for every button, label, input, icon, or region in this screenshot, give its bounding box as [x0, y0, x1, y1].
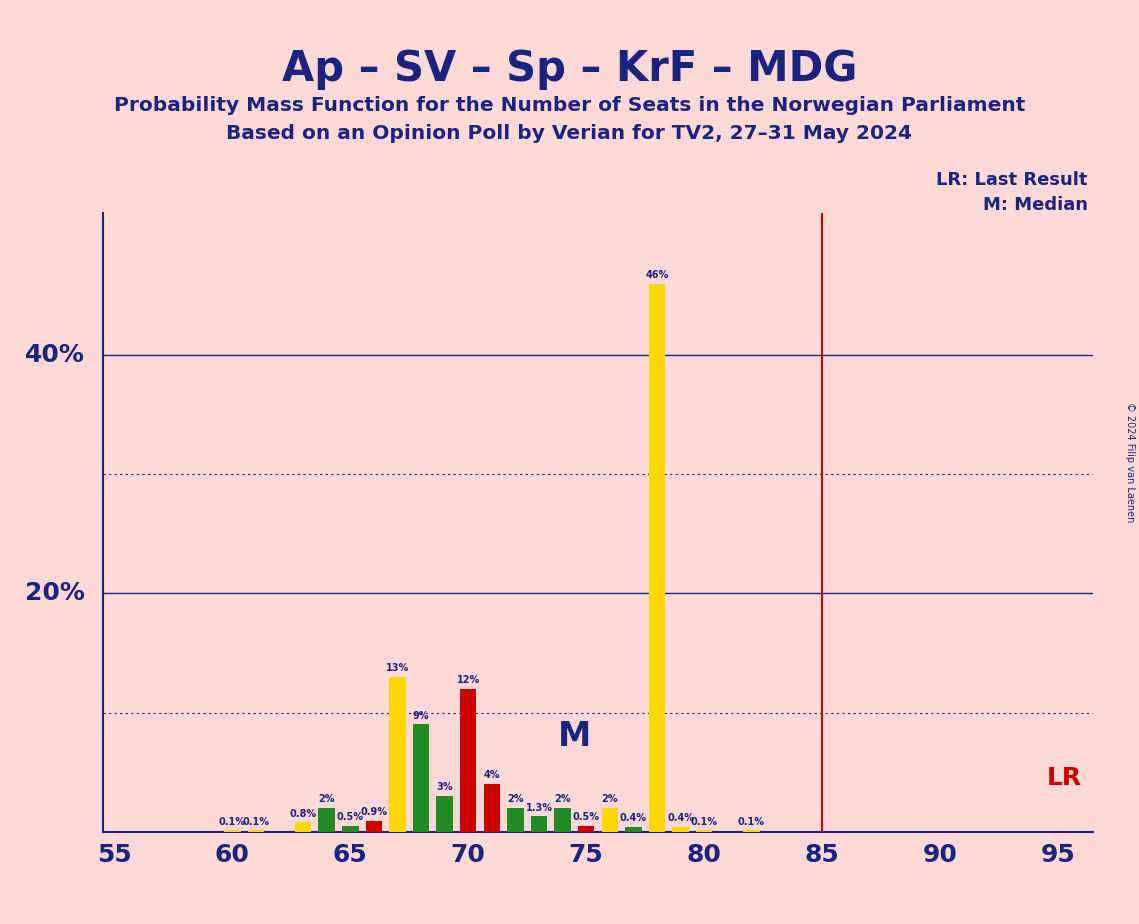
Bar — [649, 284, 665, 832]
Text: 2%: 2% — [507, 795, 524, 804]
Bar — [319, 808, 335, 832]
Text: 0.1%: 0.1% — [738, 817, 764, 827]
Text: 2%: 2% — [601, 795, 618, 804]
Text: M: M — [558, 720, 591, 753]
Text: 0.5%: 0.5% — [337, 812, 363, 822]
Bar — [601, 808, 618, 832]
Text: 12%: 12% — [457, 675, 480, 686]
Text: 0.4%: 0.4% — [667, 813, 694, 823]
Bar — [625, 827, 641, 832]
Text: 3%: 3% — [436, 783, 453, 792]
Text: 2%: 2% — [319, 795, 335, 804]
Bar — [743, 831, 760, 832]
Bar — [366, 821, 382, 832]
Text: 0.1%: 0.1% — [219, 817, 246, 827]
Bar — [224, 831, 240, 832]
Text: M: Median: M: Median — [983, 196, 1088, 214]
Bar — [507, 808, 524, 832]
Text: 20%: 20% — [25, 581, 84, 605]
Bar — [247, 831, 264, 832]
Bar — [436, 796, 453, 832]
Text: 2%: 2% — [555, 795, 571, 804]
Bar — [672, 827, 689, 832]
Text: 13%: 13% — [386, 663, 409, 674]
Text: 0.1%: 0.1% — [243, 817, 269, 827]
Text: 1.3%: 1.3% — [525, 803, 552, 812]
Text: Probability Mass Function for the Number of Seats in the Norwegian Parliament: Probability Mass Function for the Number… — [114, 96, 1025, 115]
Bar — [531, 816, 547, 832]
Text: LR: Last Result: LR: Last Result — [936, 171, 1088, 189]
Bar — [484, 784, 500, 832]
Bar — [577, 826, 595, 832]
Text: Based on an Opinion Poll by Verian for TV2, 27–31 May 2024: Based on an Opinion Poll by Verian for T… — [227, 124, 912, 142]
Text: © 2024 Filip van Laenen: © 2024 Filip van Laenen — [1125, 402, 1134, 522]
Text: 0.1%: 0.1% — [690, 817, 718, 827]
Text: 40%: 40% — [25, 344, 84, 368]
Text: 0.4%: 0.4% — [620, 813, 647, 823]
Bar — [460, 688, 476, 832]
Bar — [342, 826, 359, 832]
Bar — [390, 676, 405, 832]
Bar — [295, 822, 311, 832]
Text: Ap – SV – Sp – KrF – MDG: Ap – SV – Sp – KrF – MDG — [281, 48, 858, 91]
Bar — [696, 831, 712, 832]
Text: 0.8%: 0.8% — [289, 808, 317, 819]
Text: LR: LR — [1047, 766, 1082, 790]
Bar — [555, 808, 571, 832]
Text: 0.9%: 0.9% — [360, 808, 387, 818]
Text: 4%: 4% — [484, 771, 500, 781]
Text: 46%: 46% — [646, 271, 669, 280]
Bar — [412, 724, 429, 832]
Text: 0.5%: 0.5% — [573, 812, 599, 822]
Text: 9%: 9% — [412, 711, 429, 721]
